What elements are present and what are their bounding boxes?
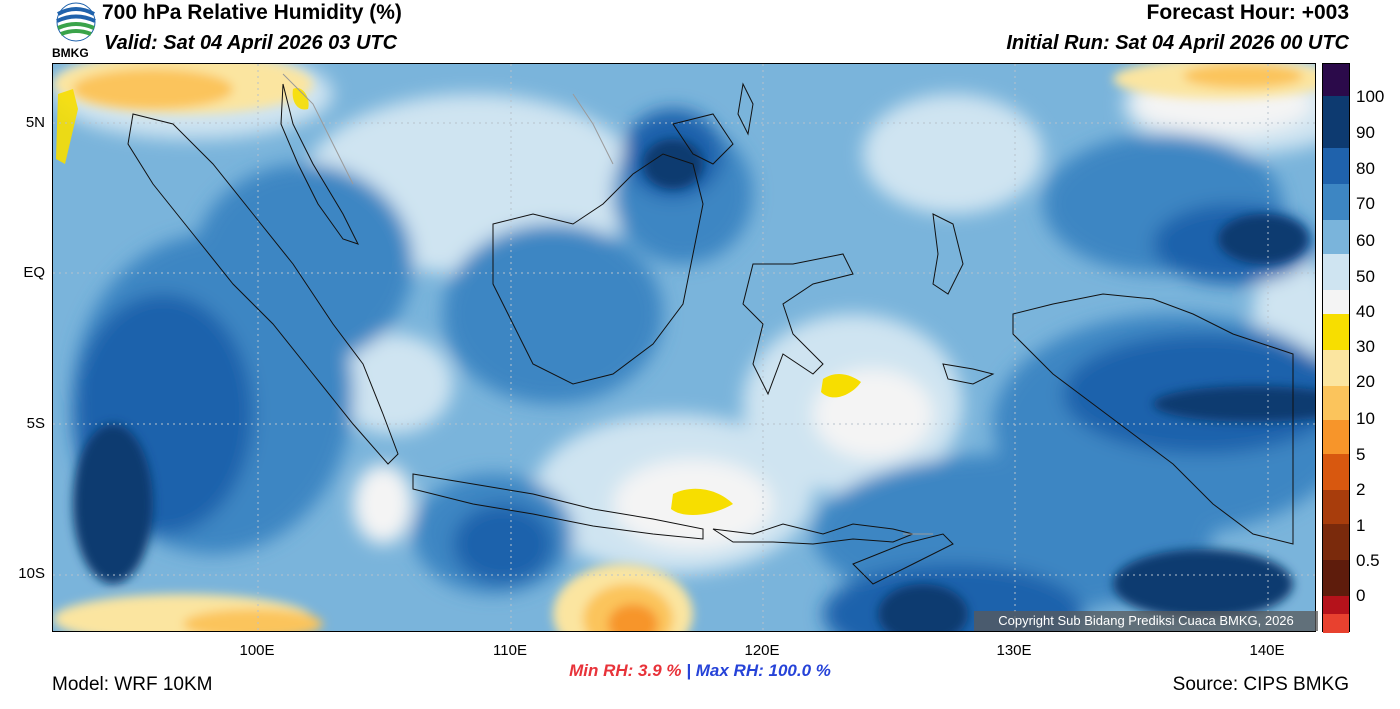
colorbar-segment <box>1323 614 1349 633</box>
colorbar-label: 1 <box>1356 516 1366 535</box>
colorbar-label: 10 <box>1356 409 1375 428</box>
colorbar-segment <box>1323 96 1349 148</box>
y-label-5s: 5S <box>26 415 45 432</box>
y-label-5n: 5N <box>25 114 45 131</box>
rh-stats: Min RH: 3.9 % | Max RH: 100.0 % <box>0 661 1400 681</box>
colorbar-label: 100 <box>1356 87 1385 106</box>
colorbar-segment <box>1323 420 1349 454</box>
source-info: Source: CIPS BMKG <box>1172 674 1349 695</box>
max-rh-label: Max RH: <box>695 661 764 680</box>
colorbar-label: 20 <box>1356 372 1375 391</box>
colorbar-segment <box>1323 560 1349 596</box>
colorbar-label: 2 <box>1356 480 1366 499</box>
x-label-140e: 140E <box>1249 642 1285 659</box>
colorbar-label: 70 <box>1356 194 1375 213</box>
colorbar-segment <box>1323 314 1349 350</box>
colorbar-label: 90 <box>1356 123 1375 142</box>
x-label-120e: 120E <box>744 642 780 659</box>
colorbar-label: 60 <box>1356 231 1375 250</box>
colorbar-label: 50 <box>1356 267 1375 286</box>
y-label-eq: EQ <box>23 264 45 281</box>
colorbar-segment <box>1323 290 1349 314</box>
x-label-110e: 110E <box>493 642 527 659</box>
colorbar-label: 80 <box>1356 159 1375 178</box>
logo-text: BMKG <box>52 46 89 60</box>
humidity-field <box>53 64 1315 631</box>
copyright-notice: Copyright Sub Bidang Prediksi Cuaca BMKG… <box>974 611 1318 631</box>
min-rh-value: 3.9 % <box>638 661 682 680</box>
bmkg-logo <box>52 2 100 60</box>
colorbar-segment <box>1323 148 1349 184</box>
chart-title: 700 hPa Relative Humidity (%) <box>102 1 402 24</box>
colorbar-segment <box>1323 596 1349 614</box>
colorbar-label: 0.5 <box>1356 551 1380 570</box>
max-rh-value: 100.0 % <box>768 661 831 680</box>
colorbar-segment <box>1323 490 1349 524</box>
valid-time: Valid: Sat 04 April 2026 03 UTC <box>104 32 398 54</box>
colorbar-segment <box>1323 184 1349 220</box>
colorbar-segment <box>1323 254 1349 290</box>
initial-run: Initial Run: Sat 04 April 2026 00 UTC <box>1006 32 1349 54</box>
colorbar <box>1322 63 1350 633</box>
colorbar-label: 30 <box>1356 337 1375 356</box>
x-label-100e: 100E <box>239 642 275 659</box>
colorbar-label: 5 <box>1356 445 1366 464</box>
colorbar-segment <box>1323 454 1349 490</box>
colorbar-segment <box>1323 64 1349 96</box>
y-label-10s: 10S <box>18 565 45 582</box>
colorbar-label: 40 <box>1356 302 1375 321</box>
colorbar-segment <box>1323 524 1349 560</box>
colorbar-segment <box>1323 220 1349 254</box>
model-info: Model: WRF 10KM <box>52 674 213 695</box>
x-label-130e: 130E <box>996 642 1032 659</box>
colorbar-label: 0 <box>1356 586 1366 605</box>
humidity-map <box>52 63 1316 632</box>
forecast-hour: Forecast Hour: +003 <box>1146 1 1350 24</box>
colorbar-segment <box>1323 350 1349 386</box>
colorbar-segment <box>1323 386 1349 420</box>
stats-separator: | <box>686 661 692 680</box>
min-rh-label: Min RH: <box>569 661 634 680</box>
